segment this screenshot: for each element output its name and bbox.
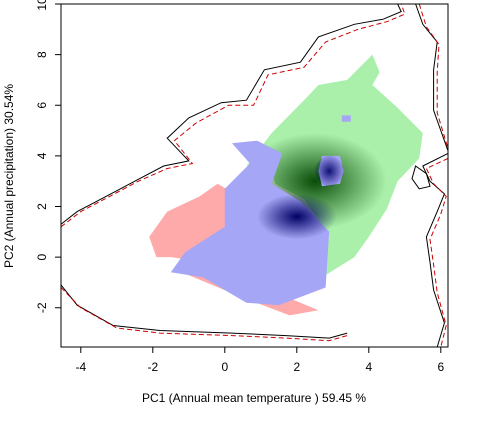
x-tick-label: -4	[75, 360, 86, 374]
plot-area	[61, 4, 448, 347]
y-tick-label: -2	[35, 302, 49, 313]
background-contour-dashed	[425, 157, 448, 347]
y-tick-label: 0	[35, 253, 49, 260]
x-axis: -4 -2 0 2 4 6	[75, 347, 444, 374]
y-axis-label: PC2 (Annual precipitation) 30.54%	[2, 84, 16, 268]
background-contour-loop	[411, 165, 431, 190]
background-contour-dashed	[61, 287, 348, 342]
overlap-region	[170, 140, 330, 306]
x-tick-label: -2	[147, 360, 158, 374]
species-a-only-region	[149, 183, 319, 316]
background-contours	[61, 4, 448, 347]
x-tick-label: 2	[293, 360, 300, 374]
x-tick-label: 0	[221, 360, 228, 374]
background-contour-dashed	[61, 4, 406, 228]
y-tick-label: 6	[35, 102, 49, 109]
background-contour-solid	[61, 4, 402, 225]
y-tick-label: 4	[35, 152, 49, 159]
y-tick-label: 8	[35, 51, 49, 58]
overlap-density-core	[257, 193, 337, 240]
background-contour-solid	[61, 284, 348, 339]
x-axis-label: PC1 (Annual mean temperature ) 59.45 %	[142, 391, 366, 405]
x-tick-label: 4	[365, 360, 372, 374]
overlap-patch-small	[341, 115, 351, 122]
background-contour-solid	[415, 4, 448, 151]
x-tick-label: 6	[437, 360, 444, 374]
plot-frame	[60, 3, 449, 348]
background-contour-dashed	[418, 4, 448, 149]
y-tick-label: 2	[35, 203, 49, 210]
overlap-patch-core	[314, 155, 344, 187]
y-axis: -2 0 2 4 6 8 10	[35, 0, 61, 313]
y-tick-label: 10	[35, 0, 49, 11]
